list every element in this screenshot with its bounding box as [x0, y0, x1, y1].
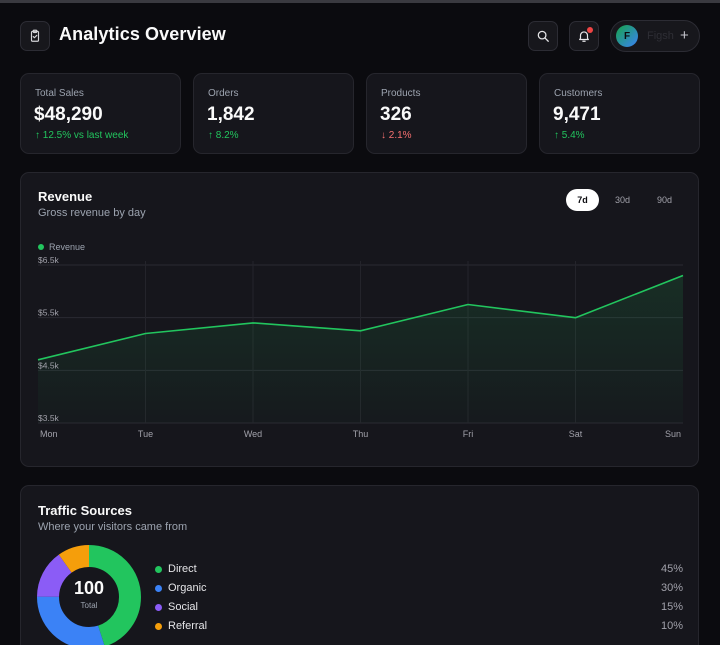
stat-delta: ↑ 8.2% — [208, 130, 239, 141]
search-button[interactable] — [528, 21, 558, 51]
tab-90d[interactable]: 90d — [656, 195, 673, 205]
revenue-line — [37, 274, 684, 361]
notifications-button[interactable] — [569, 21, 599, 51]
source-row-social[interactable]: Social 15% — [155, 600, 683, 616]
source-dot — [155, 585, 162, 592]
donut-total-value: 100 — [73, 578, 105, 598]
traffic-card: Traffic Sources Where your visitors came… — [20, 485, 699, 645]
stat-label: Total Sales — [35, 88, 84, 99]
stat-card-customers[interactable]: Customers 9,471 ↑ 5.4% — [539, 73, 700, 154]
revenue-subtitle: Gross revenue by day — [38, 207, 146, 219]
stat-value: 326 — [380, 104, 412, 125]
donut-slice-referral — [37, 545, 141, 645]
notification-badge — [587, 27, 593, 33]
chart-legend: Revenue — [38, 242, 85, 252]
stat-value: 1,842 — [207, 104, 255, 125]
x-tick-label: Sun — [665, 429, 681, 439]
x-tick-label: Mon — [40, 429, 58, 439]
source-row-organic[interactable]: Organic 30% — [155, 581, 683, 597]
plus-icon[interactable]: + — [680, 27, 689, 44]
x-tick-label: Sat — [569, 429, 583, 439]
stat-delta: ↓ 2.1% — [381, 130, 412, 141]
y-tick-label: $6.5k — [38, 255, 60, 265]
source-percent: 45% — [660, 563, 683, 575]
window-top-border — [0, 0, 720, 3]
source-row-direct[interactable]: Direct 45% — [155, 562, 683, 578]
source-percent: 15% — [660, 601, 683, 613]
tab-30d[interactable]: 30d — [614, 195, 631, 205]
page-title: Analytics Overview — [59, 24, 226, 44]
header: Analytics Overview F Figsh + — [20, 20, 700, 52]
stat-value: 9,471 — [553, 104, 601, 125]
revenue-area — [38, 275, 683, 423]
source-percent: 30% — [660, 582, 683, 594]
x-tick-label: Tue — [138, 429, 153, 439]
x-tick-label: Wed — [244, 429, 262, 439]
stat-value: $48,290 — [34, 104, 103, 125]
stat-card-orders[interactable]: Orders 1,842 ↑ 8.2% — [193, 73, 354, 154]
range-tabs: 7d 30d 90d — [566, 189, 686, 211]
traffic-subtitle: Where your visitors came from — [38, 521, 188, 533]
clipboard-icon-button[interactable] — [20, 21, 50, 51]
y-tick-label: $4.5k — [38, 360, 60, 370]
y-tick-label: $3.5k — [38, 413, 60, 423]
clipboard-icon — [30, 29, 40, 42]
donut-total-label: Total — [80, 601, 98, 610]
traffic-donut: 100 Total — [37, 545, 141, 645]
source-name: Direct — [168, 563, 197, 575]
stat-card-products[interactable]: Products 326 ↓ 2.1% — [366, 73, 527, 154]
user-menu[interactable]: F Figsh + — [610, 20, 700, 52]
traffic-title: Traffic Sources — [38, 503, 132, 518]
user-name: Figsh — [647, 30, 674, 42]
donut-chart — [37, 545, 141, 645]
revenue-chart: $6.5k $5.5k $4.5k $3.5k Mon Tue Wed Thu Fri Sat S… — [37, 255, 684, 439]
source-dot — [155, 623, 162, 630]
source-dot — [155, 566, 162, 573]
x-tick-label: Thu — [353, 429, 369, 439]
source-name: Social — [168, 601, 198, 613]
stat-label: Products — [381, 88, 421, 99]
source-row-referral[interactable]: Referral 10% — [155, 619, 683, 635]
legend-dot — [38, 244, 44, 250]
legend-label: Revenue — [49, 242, 86, 252]
source-percent: 10% — [660, 620, 683, 632]
y-tick-label: $5.5k — [38, 308, 60, 318]
source-dot — [155, 604, 162, 611]
source-name: Organic — [168, 582, 207, 594]
search-icon — [537, 30, 549, 42]
donut-center: 100 Total — [37, 578, 141, 610]
revenue-title: Revenue — [38, 189, 93, 204]
tab-7d[interactable]: 7d — [566, 189, 599, 211]
bell-icon — [579, 31, 589, 42]
source-name: Referral — [168, 620, 208, 632]
stat-card-total-sales[interactable]: Total Sales $48,290 ↑ 12.5% vs last week — [20, 73, 181, 154]
stat-label: Customers — [554, 88, 603, 99]
stat-label: Orders — [208, 88, 239, 99]
stat-delta: ↑ 5.4% — [554, 130, 585, 141]
x-tick-label: Fri — [463, 429, 474, 439]
stat-delta: ↑ 12.5% vs last week — [35, 130, 129, 141]
donut-slice-organic — [37, 545, 141, 645]
revenue-card: Revenue Gross revenue by day 7d 30d 90d … — [20, 172, 699, 467]
avatar: F — [616, 25, 638, 47]
